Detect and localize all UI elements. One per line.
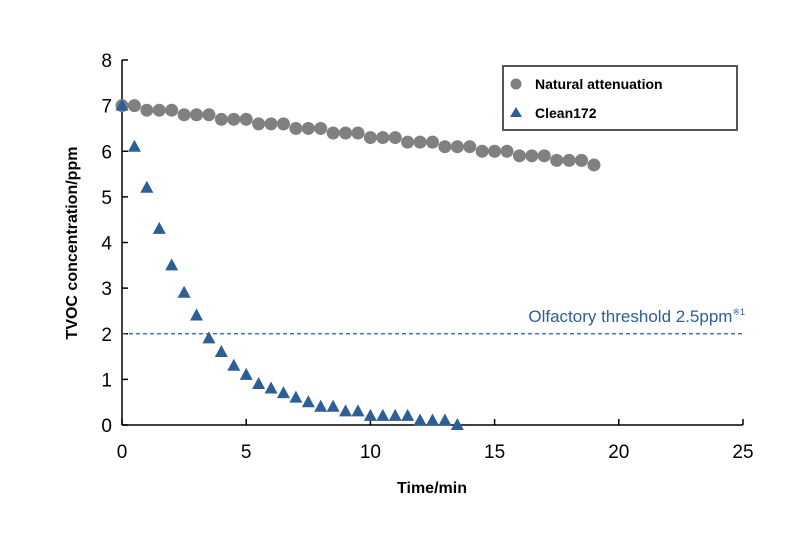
natural-attenuation-point <box>575 153 589 167</box>
natural-attenuation-point <box>550 153 564 167</box>
clean172-point <box>388 408 402 421</box>
clean172-point <box>152 221 166 234</box>
clean172-point <box>239 367 253 380</box>
clean172-point <box>363 408 377 421</box>
clean172-point <box>401 408 415 421</box>
clean172-point <box>339 404 353 417</box>
natural-attenuation-point <box>289 121 303 135</box>
y-tick-label: 1 <box>101 370 112 391</box>
x-tick-label: 5 <box>241 442 252 463</box>
clean172-point <box>289 390 303 403</box>
natural-attenuation-point <box>227 112 241 126</box>
y-tick-label: 6 <box>101 142 112 163</box>
legend-marker-natural <box>510 78 522 90</box>
clean172-point <box>426 413 439 426</box>
axes: 0 1 2 3 4 5 6 7 8 0 5 10 15 20 25 <box>101 51 753 463</box>
clean172-point <box>376 408 390 421</box>
x-tick-label: 0 <box>117 442 128 463</box>
y-axis-label: TVOC concentration/ppm <box>64 147 81 340</box>
y-tick-label: 4 <box>101 234 112 255</box>
threshold-annotation: Olfactory threshold 2.5ppm※1 <box>122 307 745 335</box>
natural-attenuation-point <box>537 149 551 163</box>
natural-attenuation-point <box>587 158 601 172</box>
clean172-point <box>202 331 216 344</box>
clean172-point <box>190 308 204 321</box>
clean172-point <box>252 376 266 389</box>
natural-attenuation-point <box>450 140 464 154</box>
natural-attenuation-point <box>512 149 526 163</box>
y-tick-label: 5 <box>101 188 112 209</box>
natural-attenuation-point <box>239 112 253 126</box>
legend: Natural attenuation Clean172 <box>502 65 738 131</box>
clean172-point <box>214 345 228 357</box>
natural-attenuation-point <box>252 117 266 131</box>
natural-attenuation-point <box>401 135 415 149</box>
legend-label-natural: Natural attenuation <box>535 76 663 92</box>
x-tick-label: 10 <box>360 442 381 463</box>
clean172-point <box>115 98 129 111</box>
x-tick-label: 25 <box>732 442 753 463</box>
clean172-point <box>314 399 328 412</box>
natural-attenuation-point <box>525 149 539 163</box>
natural-attenuation-point <box>314 121 328 135</box>
natural-attenuation-point <box>264 117 278 131</box>
natural-attenuation-point <box>202 108 216 122</box>
clean172-point <box>351 404 365 417</box>
legend-label-clean172: Clean172 <box>535 105 597 121</box>
natural-attenuation-point <box>500 144 514 158</box>
natural-attenuation-point <box>413 135 427 149</box>
clean172-point <box>301 395 315 408</box>
natural-attenuation-point <box>463 140 477 154</box>
natural-attenuation-point <box>426 135 439 149</box>
natural-attenuation-point <box>214 112 228 126</box>
y-tick-label: 0 <box>101 416 112 437</box>
y-tick-label: 7 <box>101 97 112 118</box>
x-tick-label: 15 <box>484 442 505 463</box>
clean172-point <box>413 413 427 426</box>
x-tick-label: 20 <box>608 442 629 463</box>
natural-attenuation-point <box>326 126 340 140</box>
legend-marker-clean172 <box>510 107 522 117</box>
natural-attenuation-point <box>438 140 452 154</box>
natural-attenuation-point <box>339 126 353 140</box>
clean172-point <box>140 180 154 193</box>
natural-attenuation-point <box>165 103 179 117</box>
clean172-point <box>227 358 241 371</box>
natural-attenuation-point <box>190 108 204 122</box>
y-tick-label: 8 <box>101 51 112 72</box>
clean172-point <box>438 413 452 426</box>
clean172-point <box>127 139 141 152</box>
natural-attenuation-point <box>140 103 154 117</box>
clean172-point <box>165 258 179 271</box>
threshold-label: Olfactory threshold 2.5ppm※1 <box>528 307 745 326</box>
natural-attenuation-point <box>177 108 191 122</box>
natural-attenuation-point <box>152 103 166 117</box>
clean172-point <box>326 399 340 412</box>
clean172-point <box>264 381 278 394</box>
clean172-point <box>450 418 464 430</box>
natural-attenuation-point <box>488 144 502 158</box>
natural-attenuation-point <box>276 117 290 131</box>
clean172-point <box>276 386 290 399</box>
natural-attenuation-point <box>376 131 390 145</box>
x-axis-label: Time/min <box>397 480 467 497</box>
threshold-footnote: ※1 <box>732 307 745 317</box>
natural-attenuation-point <box>562 153 576 167</box>
natural-attenuation-point <box>475 144 489 158</box>
natural-attenuation-point <box>363 131 377 145</box>
data-marks <box>115 98 601 430</box>
natural-attenuation-point <box>351 126 365 140</box>
natural-attenuation-point <box>301 121 315 135</box>
y-tick-label: 3 <box>101 279 112 300</box>
threshold-label-text: Olfactory threshold 2.5ppm <box>528 307 732 326</box>
y-tick-label: 2 <box>101 325 112 346</box>
clean172-point <box>177 285 191 298</box>
natural-attenuation-point <box>388 131 402 145</box>
natural-attenuation-point <box>127 99 141 113</box>
